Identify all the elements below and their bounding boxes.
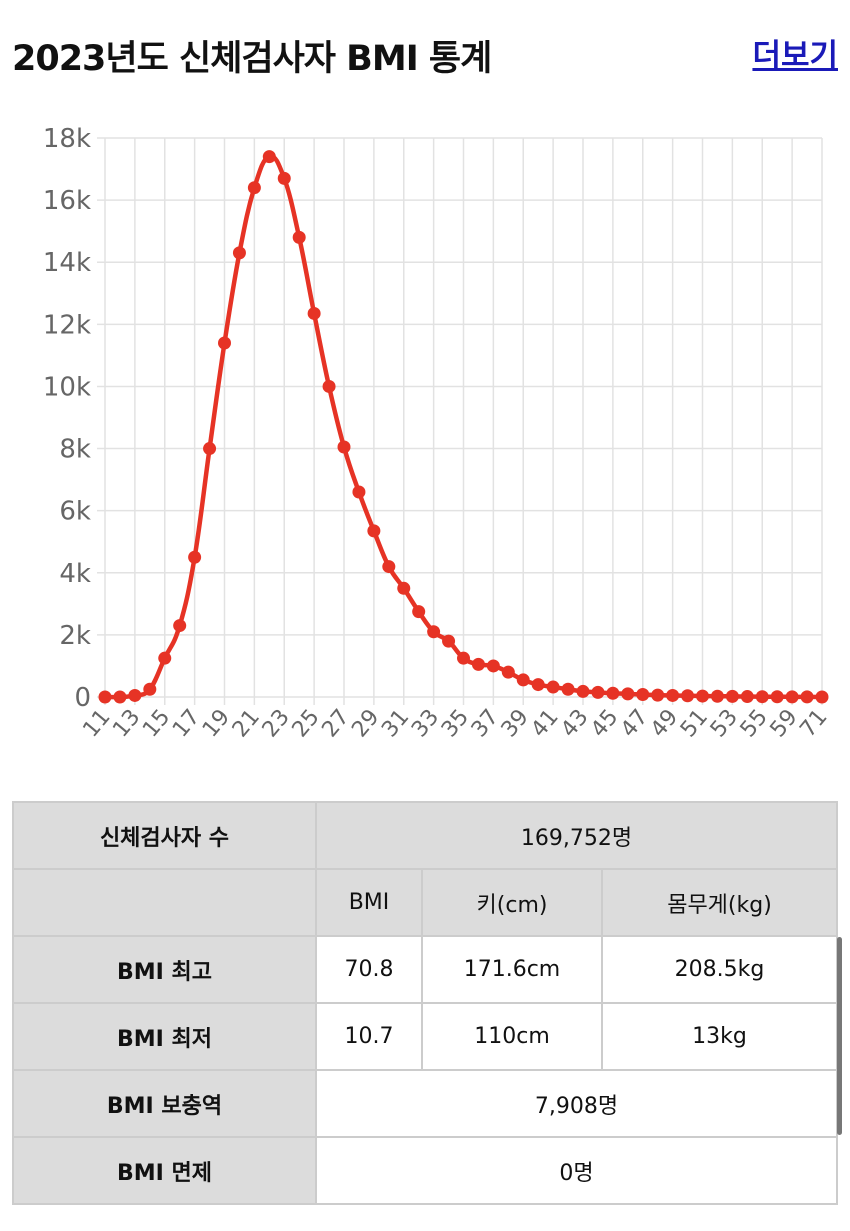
y-tick-label: 14k — [43, 248, 91, 278]
point — [666, 688, 680, 702]
point — [621, 687, 635, 701]
point — [651, 688, 665, 702]
cell: 키(cm) — [421, 868, 603, 937]
point — [531, 678, 545, 692]
point — [755, 690, 769, 704]
y-tick-label: 8k — [59, 435, 91, 465]
row: BMI 면제 0명 — [12, 1136, 838, 1205]
point — [128, 688, 142, 702]
y-tick-label: 2k — [59, 621, 91, 651]
y-tick-label: 0 — [74, 683, 91, 713]
point — [247, 181, 261, 195]
point — [725, 689, 739, 703]
cell: 7,908명 — [315, 1069, 838, 1138]
point — [98, 690, 112, 704]
cell: 171.6cm — [421, 935, 603, 1004]
y-tick-label: 6k — [59, 497, 91, 527]
cell: 13kg — [601, 1002, 838, 1071]
row: BMI 최고 70.8 171.6cm 208.5kg — [12, 935, 838, 1004]
scrollbar — [837, 937, 842, 1135]
x-tick-label: 71 — [795, 705, 832, 743]
point — [412, 605, 426, 619]
chart: 02k4k6k8k10k12k14k16k18k1113151719212325… — [43, 124, 833, 743]
point — [591, 685, 605, 699]
point — [710, 689, 724, 703]
cell: BMI 최저 — [12, 1002, 317, 1071]
point — [173, 619, 187, 633]
point — [188, 550, 202, 564]
point — [471, 657, 485, 671]
point — [307, 306, 321, 320]
cell: 110cm — [421, 1002, 603, 1071]
point — [232, 246, 246, 260]
stats-table: 신체검사자 수 169,752명 BMI 키(cm) 몸무게(kg) BMI 최고 70… — [12, 801, 838, 1205]
cell: BMI 면제 — [12, 1136, 317, 1205]
point — [815, 690, 829, 704]
cell: 70.8 — [315, 935, 423, 1004]
cell: BMI 보충역 — [12, 1069, 317, 1138]
page-title: 2023년도 신체검사자 BMI 통계 — [12, 39, 492, 79]
cell: 0명 — [315, 1136, 838, 1205]
point — [740, 690, 754, 704]
point — [322, 379, 336, 393]
point — [397, 581, 411, 595]
point — [113, 690, 127, 704]
point — [486, 659, 500, 673]
row: 신체검사자 수 169,752명 — [12, 801, 838, 870]
y-tick-label: 4k — [59, 559, 91, 589]
point — [636, 688, 650, 702]
cell: BMI — [315, 868, 423, 937]
point — [770, 690, 784, 704]
point — [262, 150, 276, 164]
point — [501, 665, 515, 679]
point — [800, 690, 814, 704]
point — [352, 485, 366, 499]
point — [606, 686, 620, 700]
point — [576, 684, 590, 698]
y-tick-label: 18k — [43, 124, 91, 154]
point — [277, 171, 291, 185]
point — [785, 690, 799, 704]
point — [143, 682, 157, 696]
row: BMI 키(cm) 몸무게(kg) — [12, 868, 838, 937]
cell: 신체검사자 수 — [12, 801, 317, 870]
point — [203, 442, 217, 456]
more-link[interactable]: 더보기 — [752, 38, 838, 74]
y-tick-label: 16k — [43, 186, 91, 216]
cell: 몸무게(kg) — [601, 868, 838, 937]
point — [696, 689, 709, 703]
point — [546, 680, 560, 694]
point — [367, 524, 381, 538]
cell: 208.5kg — [601, 935, 838, 1004]
cell — [12, 868, 317, 937]
y-tick-label: 10k — [43, 372, 91, 402]
point — [561, 682, 575, 696]
point — [442, 634, 456, 648]
point — [218, 336, 231, 350]
cell: 10.7 — [315, 1002, 423, 1071]
row: BMI 최저 10.7 110cm 13kg — [12, 1002, 838, 1071]
point — [292, 230, 306, 244]
point — [516, 673, 530, 687]
row: BMI 보충역 7,908명 — [12, 1069, 838, 1138]
cell: 169,752명 — [315, 801, 838, 870]
point — [382, 560, 396, 574]
point — [457, 651, 470, 665]
y-tick-label: 12k — [43, 310, 91, 340]
cell: BMI 최고 — [12, 935, 317, 1004]
point — [158, 651, 172, 665]
point — [681, 689, 695, 703]
point — [337, 440, 351, 454]
point — [427, 625, 441, 639]
